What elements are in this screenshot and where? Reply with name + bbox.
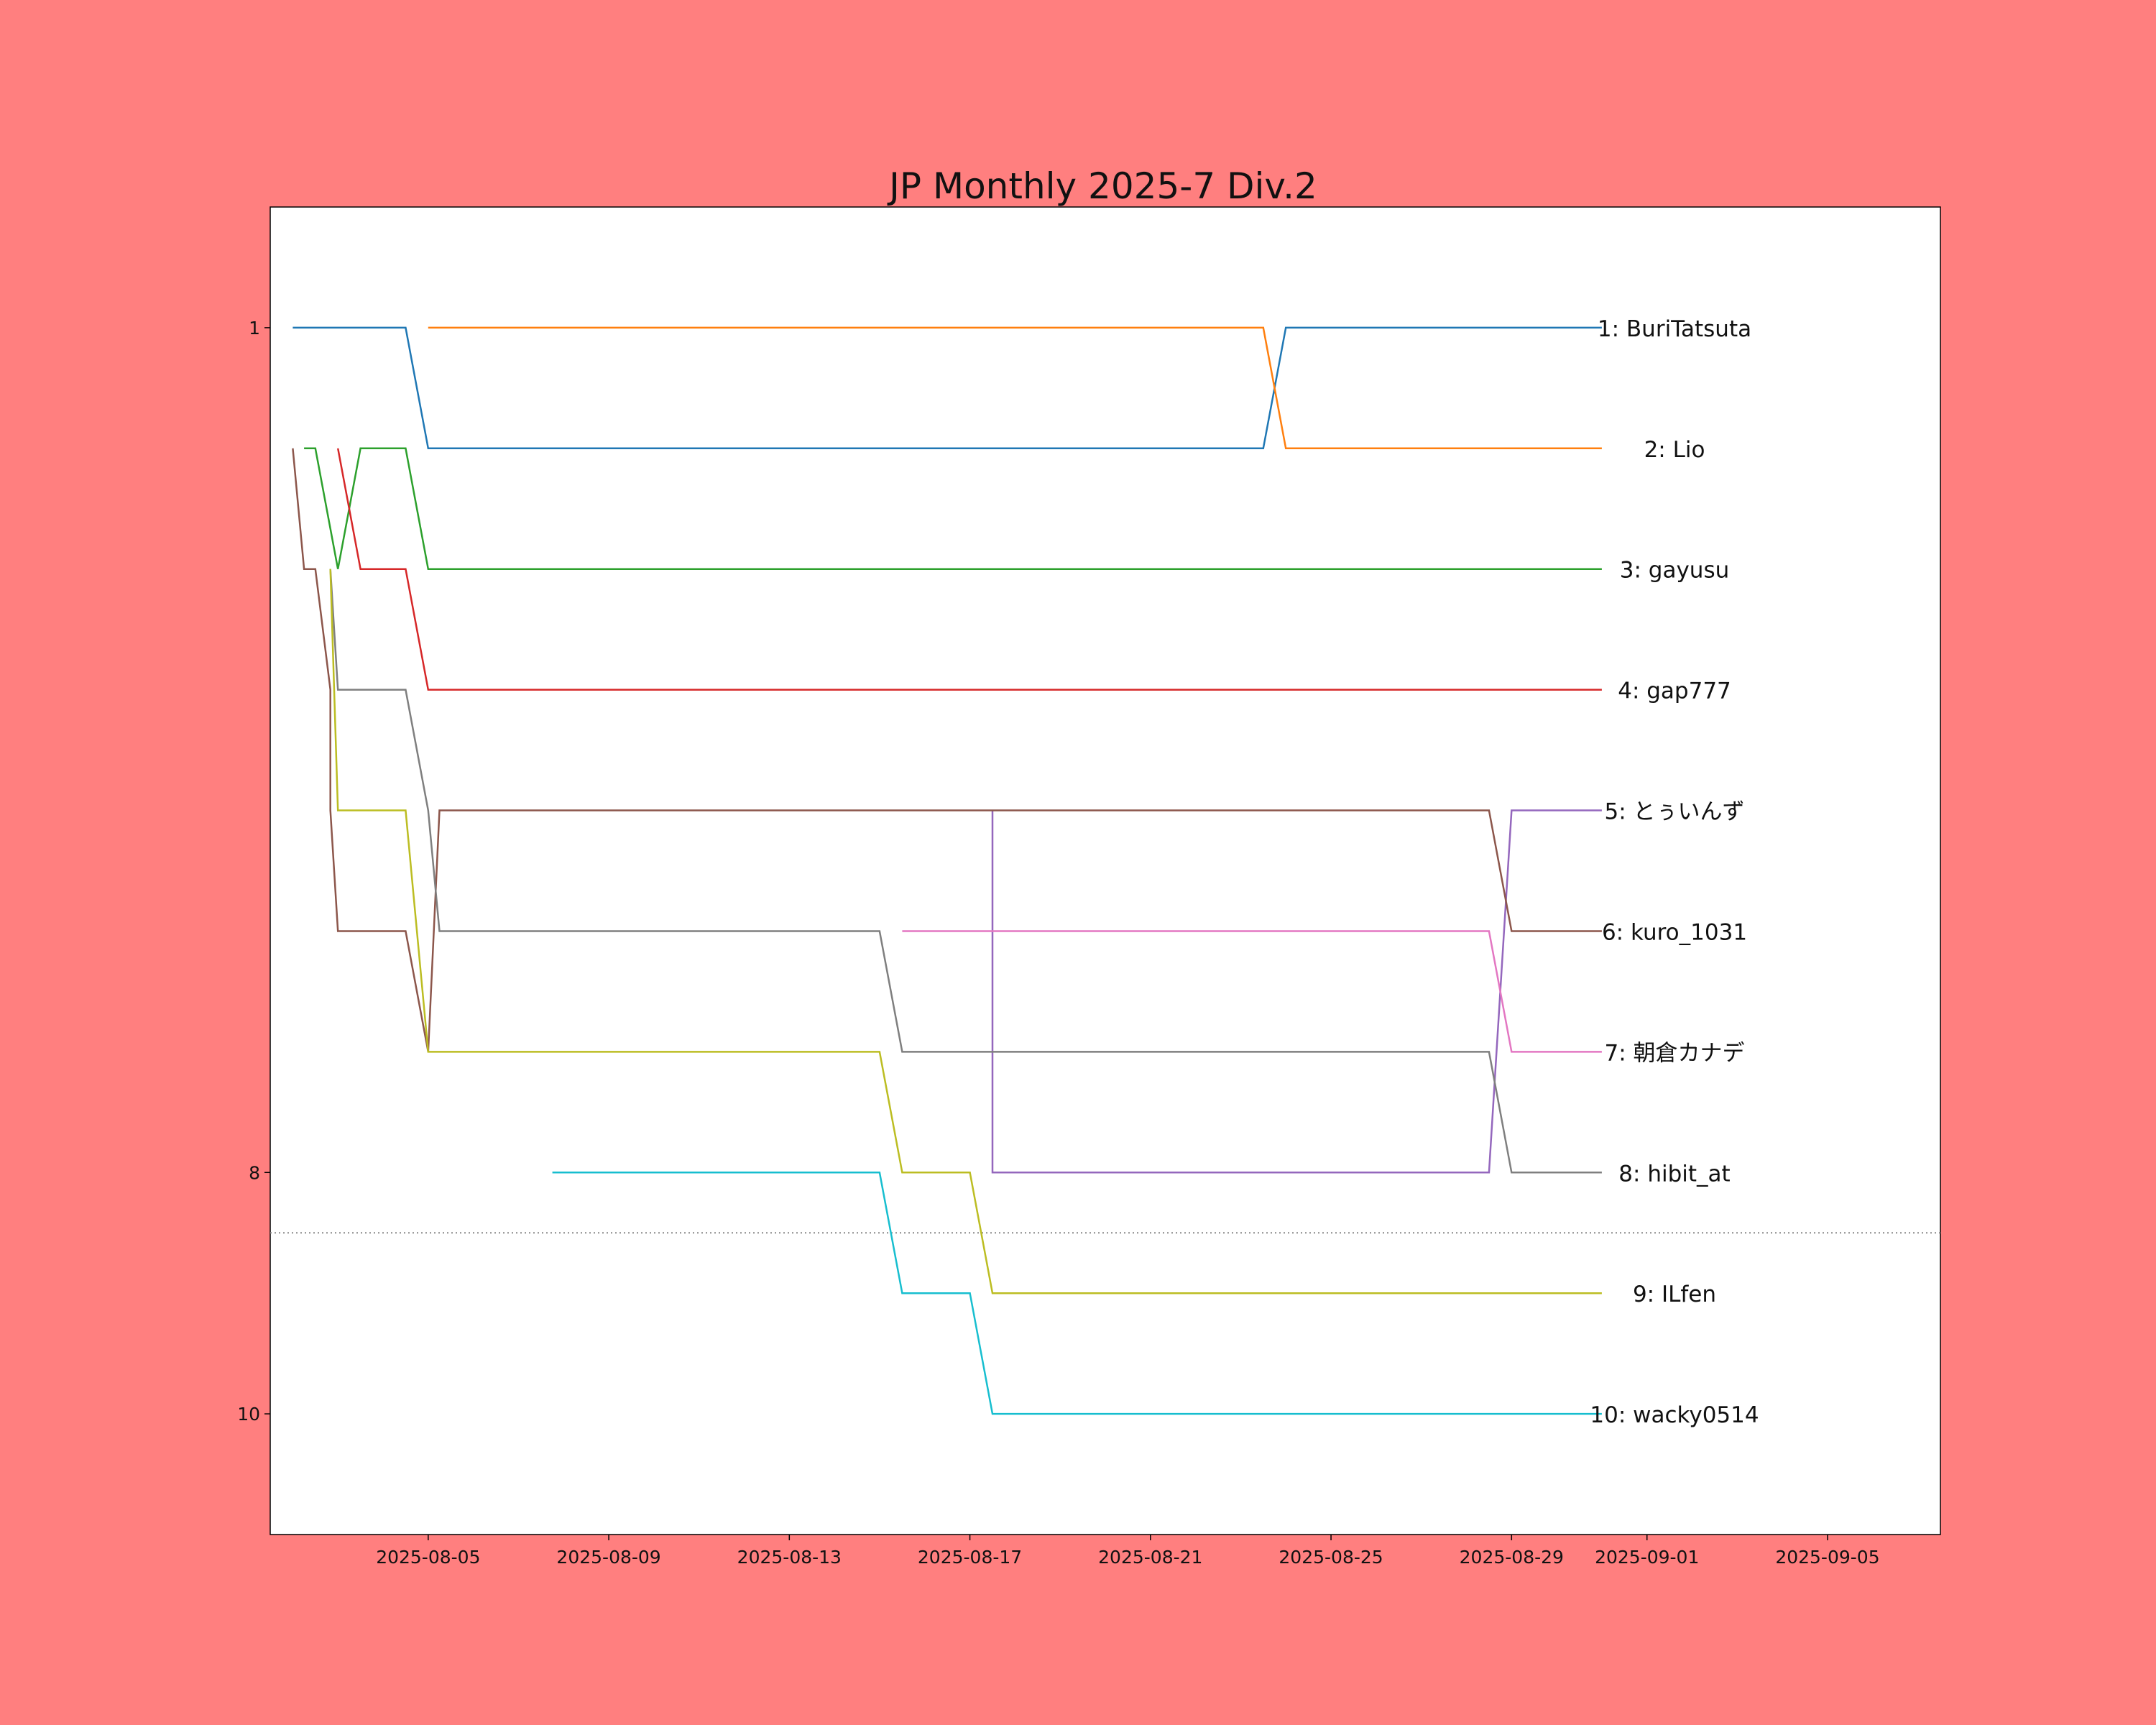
series-line-7 [902,930,1602,1053]
chart-title: JP Monthly 2025-7 Div.2 [887,165,1317,207]
series-line-9 [329,569,1602,1294]
series-label-6: 6: kuro_1031 [1602,919,1747,945]
series-label-2: 2: Lio [1644,437,1705,463]
series-label-3: 3: gayusu [1620,558,1730,584]
x-tick-label-3: 2025-08-13 [737,1547,842,1568]
x-tick-label-1: 2025-08-05 [376,1547,480,1568]
series-line-3 [304,447,1602,570]
series-label-7: 7: 朝倉カナデ [1604,1040,1744,1066]
series-label-1: 1: BuriTatsuta [1598,316,1751,342]
x-tick-label-5: 2025-08-21 [1098,1547,1202,1568]
y-tick-label-1: 1 [249,318,260,339]
y-tick-label-2: 8 [249,1162,260,1183]
x-tick-label-7: 2025-08-29 [1460,1547,1564,1568]
y-tick-label-3: 10 [237,1404,260,1425]
series-label-5: 5: とぅいんず [1604,799,1744,825]
x-tick-label-6: 2025-08-25 [1279,1547,1383,1568]
x-tick-label-9: 2025-09-05 [1775,1547,1879,1568]
series-line-6 [292,448,1602,1052]
series-label-8: 8: hibit_at [1618,1161,1730,1187]
plot-area [270,206,1941,1535]
x-tick-label-8: 2025-09-01 [1595,1547,1699,1568]
series-line-1 [292,326,1602,450]
series-line-2 [428,326,1602,450]
series-label-4: 4: gap777 [1618,678,1731,704]
x-tick-label-2: 2025-08-09 [556,1547,660,1568]
x-tick-label-4: 2025-08-17 [918,1547,1022,1568]
series-line-8 [329,569,1602,1174]
series-line-10 [552,1172,1602,1415]
series-line-4 [336,448,1602,691]
series-label-10: 10: wacky0514 [1590,1402,1759,1428]
series-label-9: 9: ILfen [1633,1282,1716,1307]
